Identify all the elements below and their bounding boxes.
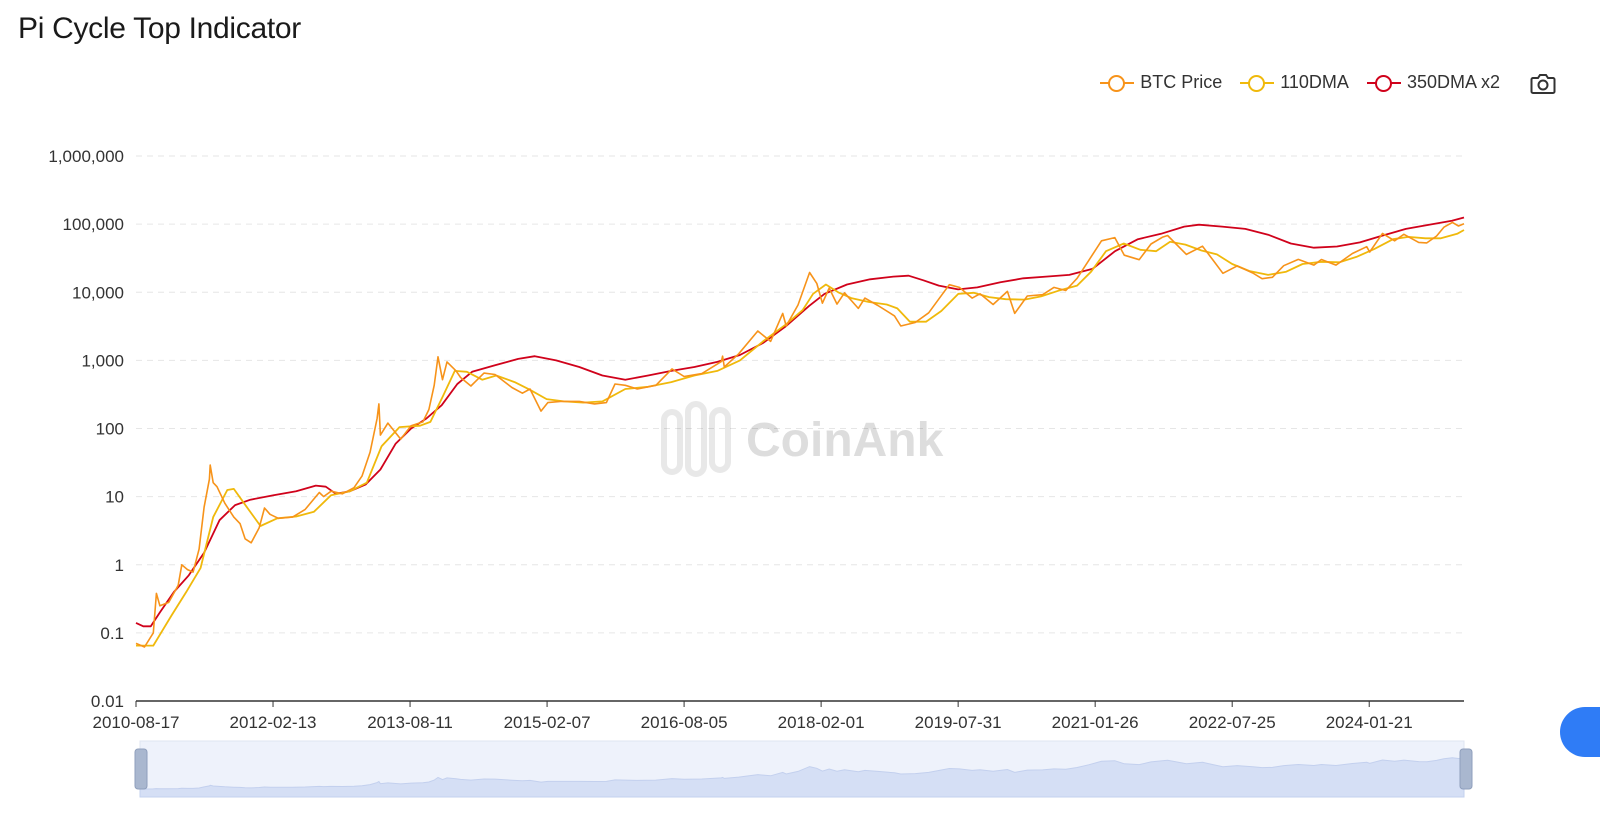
y-tick-label: 10 xyxy=(105,488,124,507)
x-tick-label: 2010-08-17 xyxy=(93,713,180,732)
legend-swatch-110dma xyxy=(1240,73,1275,93)
y-tick-label: 1,000,000 xyxy=(48,147,124,166)
legend-item-110dma[interactable]: 110DMA xyxy=(1240,72,1349,93)
watermark-logo xyxy=(661,401,731,477)
x-tick-label: 2024-01-21 xyxy=(1326,713,1413,732)
page-title: Pi Cycle Top Indicator xyxy=(18,12,301,45)
y-tick-label: 1,000 xyxy=(81,351,124,370)
y-tick-label: 10,000 xyxy=(72,283,124,302)
legend-swatch-350dma-x2 xyxy=(1366,73,1401,93)
y-tick-label: 1 xyxy=(115,556,124,575)
x-tick-label: 2018-02-01 xyxy=(778,713,865,732)
camera-icon[interactable] xyxy=(1530,72,1556,96)
legend-item-btc-price[interactable]: BTC Price xyxy=(1100,72,1222,93)
zoom-handle-right[interactable] xyxy=(1459,748,1473,790)
legend-label: 110DMA xyxy=(1280,72,1349,92)
x-tick-label: 2022-07-25 xyxy=(1189,713,1276,732)
y-tick-label: 100,000 xyxy=(63,215,124,234)
watermark-bar xyxy=(661,409,683,475)
zoom-handle-left[interactable] xyxy=(134,748,148,790)
x-tick-label: 2015-02-07 xyxy=(504,713,591,732)
x-tick-label: 2019-07-31 xyxy=(915,713,1002,732)
y-tick-label: 0.01 xyxy=(91,692,124,711)
series-line-btc-price xyxy=(135,221,1465,648)
y-tick-label: 0.1 xyxy=(100,624,124,643)
zoom-slider-preview xyxy=(139,757,1465,798)
watermark-text: CoinAnk xyxy=(746,414,944,467)
legend-dot xyxy=(1108,74,1126,92)
chart-legend: BTC Price 110DMA 350DMA x2 xyxy=(1100,72,1500,93)
legend-dot xyxy=(1374,74,1392,92)
legend-swatch-btc-price xyxy=(1100,73,1135,93)
watermark-bar xyxy=(709,407,731,473)
legend-label: BTC Price xyxy=(1140,72,1223,92)
legend-item-350dma-x2[interactable]: 350DMA x2 xyxy=(1366,72,1500,93)
x-tick-label: 2012-02-13 xyxy=(230,713,317,732)
series-line-350dma-x2 xyxy=(135,216,1465,628)
x-tick-label: 2016-08-05 xyxy=(641,713,728,732)
x-tick-label: 2013-08-11 xyxy=(367,713,453,732)
floating-action-button[interactable] xyxy=(1560,707,1600,757)
y-tick-label: 100 xyxy=(96,420,124,439)
legend-dot xyxy=(1248,74,1266,92)
watermark-bar xyxy=(685,401,707,477)
x-tick-label: 2021-01-26 xyxy=(1052,713,1139,732)
legend-label: 350DMA x2 xyxy=(1406,72,1500,92)
